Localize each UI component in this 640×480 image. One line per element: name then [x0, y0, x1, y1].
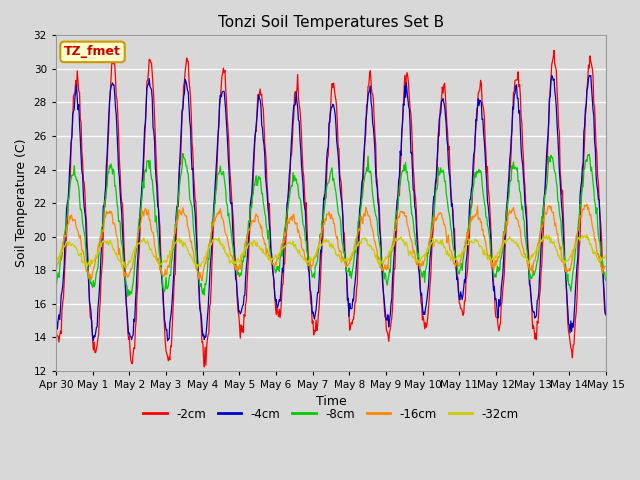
Line: -8cm: -8cm	[56, 154, 606, 297]
-16cm	[62, 234, 70, 240]
X-axis label: Time: Time	[316, 396, 346, 408]
-16cm	[583, 202, 591, 207]
-32cm	[52, 254, 60, 260]
-16cm	[198, 278, 206, 284]
-2cm	[204, 332, 212, 337]
-2cm	[62, 248, 70, 253]
-8cm	[602, 278, 610, 284]
-4cm	[175, 169, 183, 175]
-16cm	[415, 259, 422, 264]
-32cm	[193, 265, 201, 271]
-8cm	[62, 224, 70, 229]
-2cm	[175, 204, 182, 210]
-8cm	[175, 188, 183, 193]
-2cm	[415, 261, 422, 266]
-4cm	[415, 266, 422, 272]
-2cm	[602, 311, 610, 316]
Line: -4cm: -4cm	[56, 75, 606, 341]
-4cm	[52, 321, 60, 327]
-16cm	[602, 264, 610, 269]
-16cm	[175, 216, 182, 222]
-32cm	[175, 237, 182, 242]
-32cm	[399, 238, 406, 244]
Y-axis label: Soil Temperature (C): Soil Temperature (C)	[15, 139, 28, 267]
-32cm	[583, 231, 591, 237]
-4cm	[118, 228, 126, 233]
-8cm	[124, 294, 132, 300]
-2cm	[399, 121, 406, 127]
Legend: -2cm, -4cm, -8cm, -16cm, -32cm: -2cm, -4cm, -8cm, -16cm, -32cm	[138, 403, 524, 425]
-2cm	[200, 364, 208, 370]
-4cm	[587, 72, 595, 78]
-16cm	[118, 264, 126, 269]
-4cm	[164, 338, 172, 344]
Text: TZ_fmet: TZ_fmet	[64, 46, 121, 59]
-2cm	[118, 200, 126, 206]
-8cm	[179, 151, 187, 156]
-8cm	[118, 244, 126, 250]
-4cm	[602, 312, 610, 318]
-32cm	[602, 252, 610, 258]
-8cm	[205, 257, 212, 263]
-8cm	[399, 168, 407, 174]
Title: Tonzi Soil Temperatures Set B: Tonzi Soil Temperatures Set B	[218, 15, 444, 30]
-8cm	[415, 263, 423, 269]
-2cm	[550, 48, 558, 53]
-4cm	[399, 120, 406, 125]
-16cm	[204, 247, 212, 253]
-16cm	[52, 263, 60, 269]
Line: -32cm: -32cm	[56, 234, 606, 268]
Line: -16cm: -16cm	[56, 204, 606, 281]
-4cm	[62, 228, 70, 234]
-8cm	[52, 285, 60, 290]
-16cm	[399, 209, 406, 215]
-32cm	[62, 240, 70, 246]
Line: -2cm: -2cm	[56, 50, 606, 367]
-2cm	[52, 314, 60, 320]
-32cm	[118, 264, 126, 270]
-4cm	[204, 305, 212, 311]
-32cm	[204, 248, 212, 254]
-32cm	[415, 260, 422, 265]
